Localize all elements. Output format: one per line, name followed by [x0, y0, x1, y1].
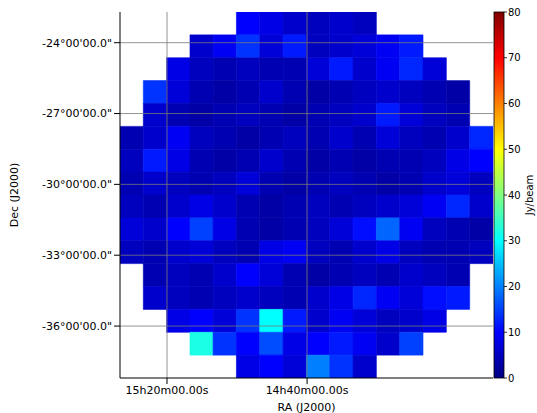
svg-text:50: 50 — [508, 144, 521, 155]
svg-text:-36°00'00.0": -36°00'00.0" — [42, 320, 112, 333]
svg-text:-33°00'00.0": -33°00'00.0" — [42, 249, 112, 262]
svg-text:15h20m00.00s: 15h20m00.00s — [126, 384, 209, 397]
svg-text:RA (J2000): RA (J2000) — [277, 401, 335, 413]
svg-text:80: 80 — [508, 7, 521, 18]
svg-text:70: 70 — [508, 52, 521, 63]
svg-text:-30°00'00.0": -30°00'00.0" — [42, 178, 112, 191]
svg-text:-27°00'00.0": -27°00'00.0" — [42, 107, 112, 120]
svg-text:Jy/beam: Jy/beam — [524, 175, 535, 217]
svg-text:-24°00'00.0": -24°00'00.0" — [42, 37, 112, 50]
svg-text:14h40m00.00s: 14h40m00.00s — [266, 384, 349, 397]
svg-text:Dec (J2000): Dec (J2000) — [8, 163, 21, 228]
svg-text:20: 20 — [508, 281, 521, 292]
svg-text:0: 0 — [508, 373, 514, 384]
svg-text:10: 10 — [508, 327, 521, 338]
svg-text:40: 40 — [508, 190, 521, 201]
svg-text:30: 30 — [508, 235, 521, 246]
svg-text:60: 60 — [508, 98, 521, 109]
